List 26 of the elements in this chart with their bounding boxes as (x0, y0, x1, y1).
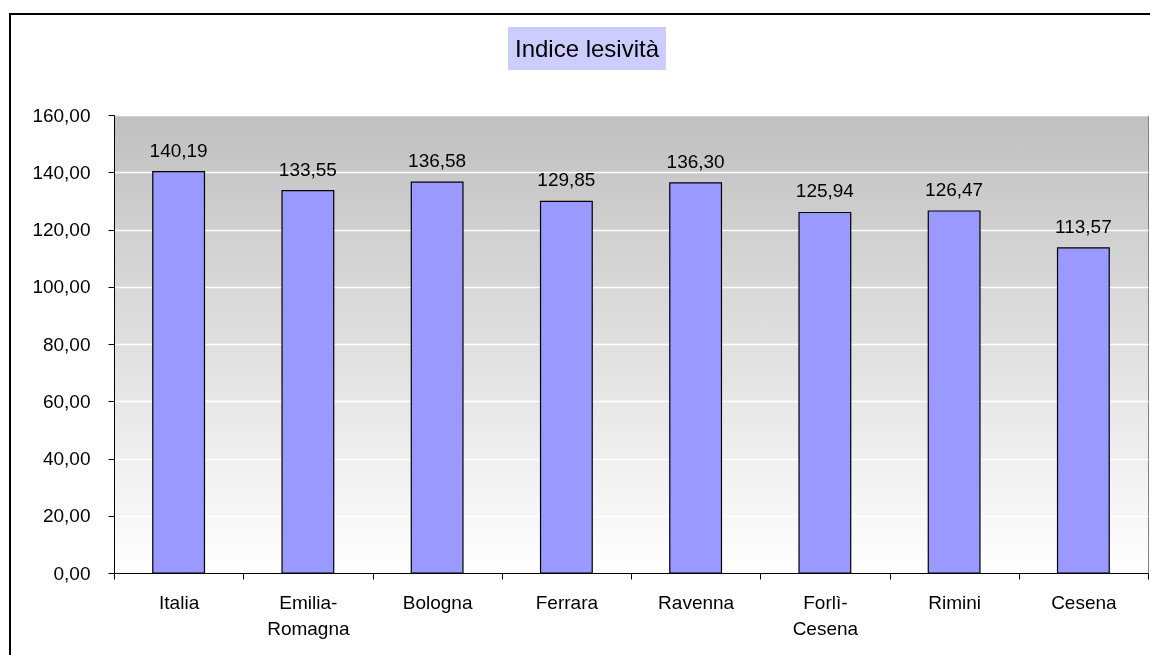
chart-title: Indice lesività (507, 27, 667, 70)
x-tick-label: Rimini (928, 591, 982, 613)
x-tick-label: Ferrara (535, 591, 599, 613)
y-tick-label: 100,00 (32, 276, 91, 298)
data-label: 133,55 (278, 158, 337, 180)
y-tick-label: 0,00 (53, 562, 91, 584)
x-tick-label: Emilia-Romagna (267, 591, 350, 639)
data-label: 136,30 (666, 150, 725, 172)
x-tick-label: Italia (159, 591, 200, 613)
x-tick-label: Bologna (402, 591, 473, 613)
data-label: 113,57 (1055, 215, 1112, 237)
data-label: 126,47 (925, 178, 984, 200)
y-tick-label: 20,00 (42, 505, 91, 527)
data-label: 140,19 (149, 139, 208, 161)
x-tick-label: Cesena (1051, 591, 1118, 613)
data-label: 125,94 (795, 180, 855, 202)
data-label: 129,85 (537, 169, 596, 191)
data-label: 136,58 (408, 150, 467, 172)
y-tick-label: 120,00 (32, 219, 91, 240)
x-tick-label: Ravenna (658, 591, 735, 613)
y-tick-label: 80,00 (42, 333, 91, 355)
y-tick-label: 160,00 (32, 104, 91, 126)
y-tick-label: 140,00 (32, 161, 91, 183)
y-tick-label: 60,00 (42, 390, 91, 412)
y-tick-label: 40,00 (42, 448, 91, 469)
x-tick-label: Forlì-Cesena (792, 591, 859, 639)
